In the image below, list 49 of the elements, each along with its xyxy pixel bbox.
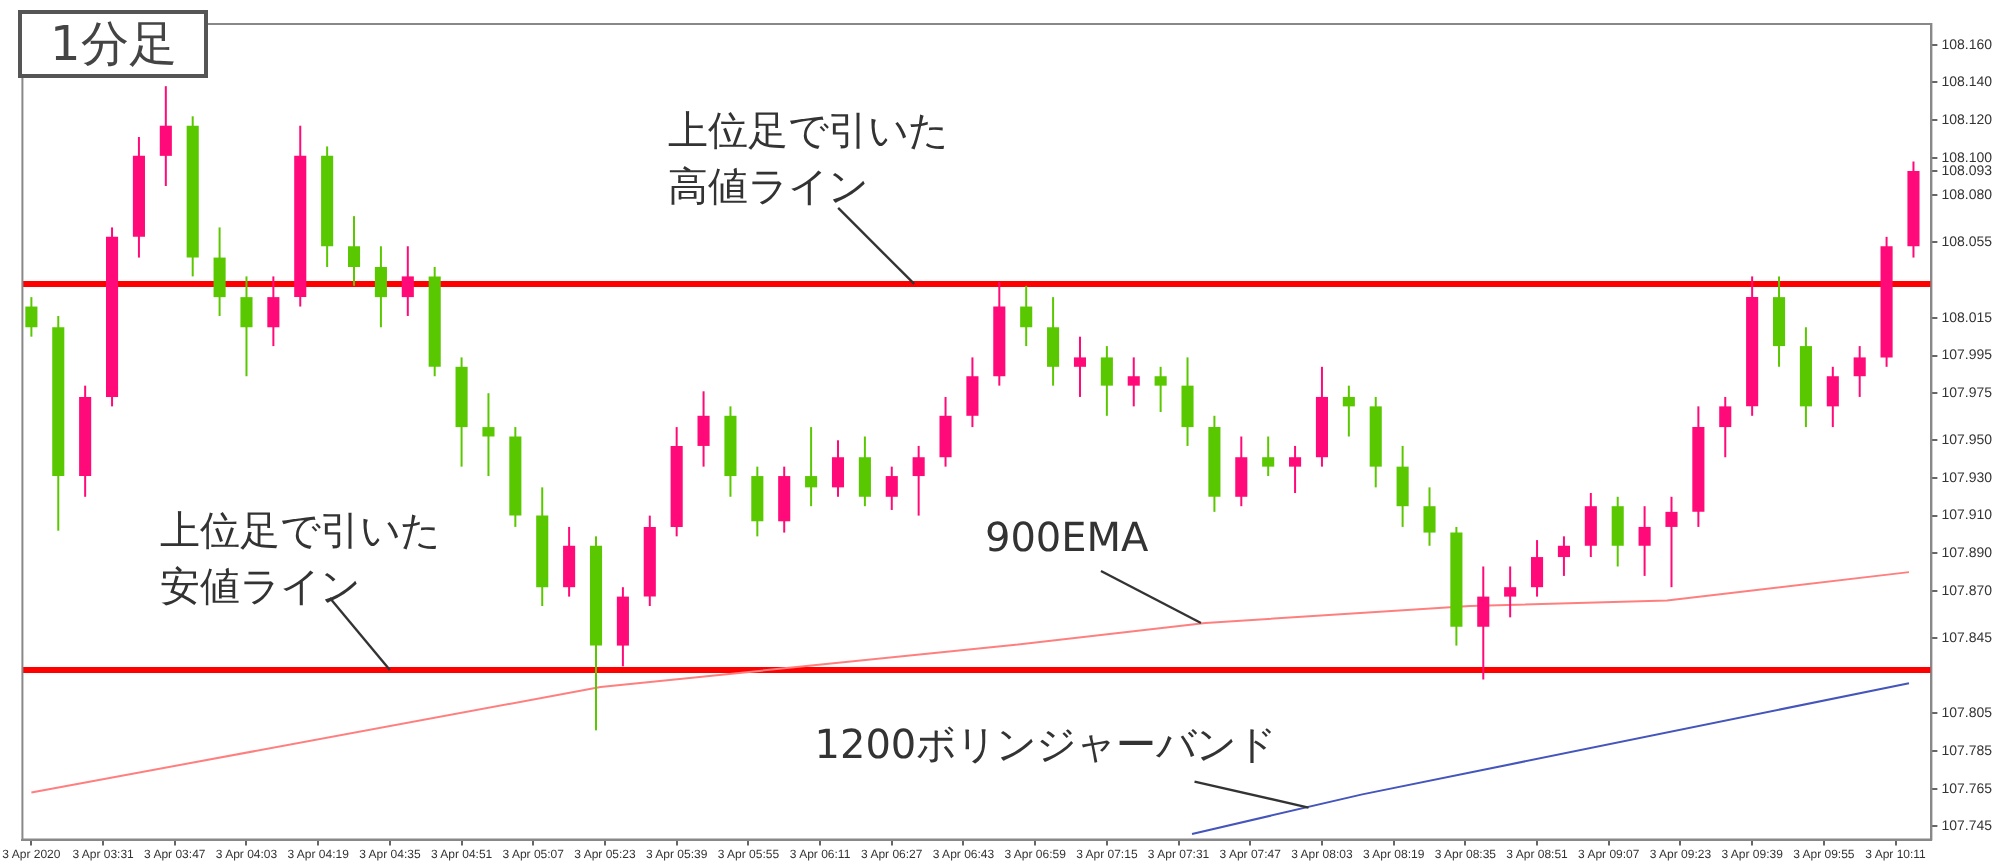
candlestick [697,390,710,468]
candlestick [1584,492,1597,559]
candlestick [25,296,38,338]
candlestick [1047,296,1060,387]
candlestick [1181,356,1194,447]
candlestick [1477,565,1490,681]
candlestick [1853,345,1866,398]
candlestick [912,444,925,517]
candlestick [831,439,845,498]
candlestick [1396,444,1409,528]
chart-title: 1分足 [18,10,209,78]
candlestick [1342,384,1355,438]
candlestick [1127,356,1140,408]
candlestick [1826,365,1839,429]
candlestick [966,356,979,429]
candlestick [805,426,818,508]
candlestick [778,465,791,534]
candlestick [858,435,871,508]
candlestick [563,525,576,598]
candlestick [1235,435,1248,508]
candlestick [159,85,172,187]
candlestick [885,465,898,511]
annotation: 900EMA [984,513,1150,562]
annotation: 上位足で引いた高値ライン [668,106,949,211]
candlestick [1531,539,1544,598]
candlestick [1504,565,1517,619]
candlestick [1665,495,1678,589]
candlestick [1557,535,1570,577]
candlestick [240,275,253,378]
candlestick [374,245,387,329]
candlestick [1611,495,1624,568]
candlestick [1423,486,1436,547]
candlestick [1719,395,1732,459]
candlestick [347,215,361,287]
candlestick [482,392,495,478]
candlestick [751,465,764,538]
candlestick [1020,284,1033,348]
candlestick [939,395,952,468]
candlestick [213,226,226,317]
candlestick [1154,365,1167,414]
candlestick [1073,335,1087,398]
candlestick [267,275,280,348]
annotation: 1200ボリンジャーバンド [814,719,1277,768]
candlestick [1262,435,1275,478]
candlestick [1638,505,1651,577]
candlestick [401,245,414,317]
candlestick [1100,345,1113,417]
candlestick [1289,444,1302,495]
annotation: 上位足で引いた安値ライン [159,506,440,611]
